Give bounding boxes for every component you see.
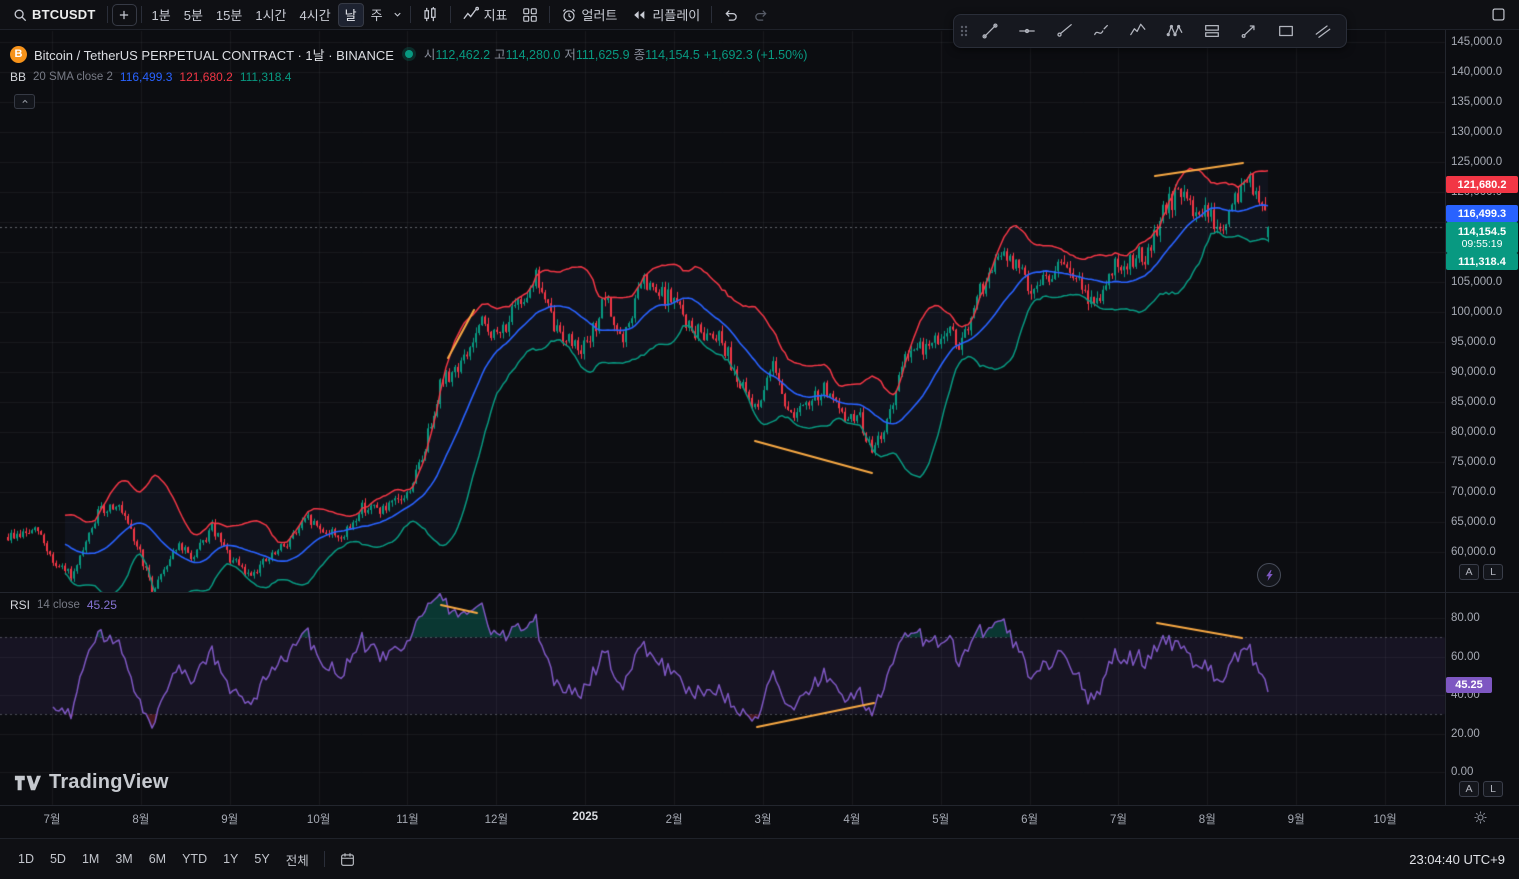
bottom-toolbar: 1D5D1M3M6MYTD1Y5Y전체 23:04:40 UTC+9 — [0, 838, 1519, 879]
gear-icon — [1473, 810, 1488, 825]
toolbar-separator — [711, 6, 712, 23]
range-button-1Y[interactable]: 1Y — [215, 848, 246, 870]
chart-type-button[interactable] — [415, 3, 446, 27]
xabcd-pattern-tool[interactable] — [1157, 17, 1193, 45]
drawing-tools-group — [972, 17, 1341, 45]
rectangle-tool[interactable] — [1268, 17, 1304, 45]
rsi-log-scale-button[interactable]: L — [1483, 781, 1503, 797]
lightning-button[interactable] — [1257, 563, 1281, 587]
elliott-wave-tool[interactable] — [1120, 17, 1156, 45]
compare-add-symbol-button[interactable] — [112, 4, 137, 26]
parallel-channel-tool[interactable] — [1305, 17, 1341, 45]
replay-label: 리플레이 — [652, 5, 700, 24]
bb-indicator-name[interactable]: BB — [10, 70, 26, 84]
pane-separator[interactable] — [0, 592, 1519, 593]
interval-button-1분[interactable]: 1분 — [146, 3, 177, 27]
interval-group: 1분5분15분1시간4시간날주 — [146, 3, 389, 27]
range-button-1D[interactable]: 1D — [10, 848, 42, 870]
calendar-icon — [340, 852, 355, 867]
range-button-YTD[interactable]: YTD — [174, 848, 215, 870]
redo-button[interactable] — [746, 3, 776, 27]
toolbar-separator — [107, 6, 108, 23]
lightning-icon — [1263, 569, 1276, 582]
symbol-search-button[interactable]: BTCUSDT — [6, 3, 103, 27]
range-button-5D[interactable]: 5D — [42, 848, 74, 870]
redo-icon — [753, 7, 769, 23]
range-button-전체[interactable]: 전체 — [278, 846, 317, 873]
toolbar-separator — [549, 6, 550, 23]
interval-button-주[interactable]: 주 — [365, 3, 389, 27]
drag-handle-icon[interactable] — [959, 24, 969, 38]
indicators-label: 지표 — [484, 5, 508, 24]
auto-scale-button[interactable]: A — [1459, 564, 1479, 580]
interval-chevron-button[interactable] — [389, 3, 406, 27]
time-axis-separator — [0, 805, 1519, 806]
range-button-6M[interactable]: 6M — [141, 848, 174, 870]
search-icon — [13, 8, 27, 22]
alarm-clock-icon — [561, 7, 577, 23]
clock[interactable]: 23:04:40 UTC+9 — [1409, 852, 1505, 867]
tradingview-app: BTCUSDT 1분5분15분1시간4시간날주 지표 얼러트 리플레 — [0, 0, 1519, 879]
replay-rewind-icon — [631, 7, 647, 23]
trend-line-tool[interactable] — [972, 17, 1008, 45]
time-axis-settings-button[interactable] — [1473, 810, 1488, 825]
interval-button-날[interactable]: 날 — [338, 3, 364, 27]
fullscreen-button[interactable] — [1484, 3, 1513, 27]
toolbar-separator — [410, 6, 411, 23]
range-button-5Y[interactable]: 5Y — [246, 848, 277, 870]
toolbar-separator — [450, 6, 451, 23]
symbol-title[interactable]: Bitcoin / TetherUS PERPETUAL CONTRACT · … — [34, 45, 394, 64]
chevron-up-icon — [20, 97, 30, 106]
indicators-button[interactable]: 지표 — [455, 3, 515, 27]
range-group: 1D5D1M3M6MYTD1Y5Y전체 — [10, 846, 317, 873]
range-button-3M[interactable]: 3M — [107, 848, 140, 870]
fullscreen-icon — [1491, 7, 1506, 22]
long-position-tool[interactable] — [1194, 17, 1230, 45]
go-to-date-button[interactable] — [332, 848, 363, 871]
replay-button[interactable]: 리플레이 — [624, 3, 707, 27]
ray-tool[interactable] — [1046, 17, 1082, 45]
price-axis-border[interactable] — [1445, 30, 1446, 805]
candlestick-icon — [422, 6, 439, 23]
price-chart-canvas[interactable] — [0, 0, 1519, 879]
log-scale-button[interactable]: L — [1483, 564, 1503, 580]
drawing-toolbar[interactable] — [953, 14, 1347, 48]
alert-button[interactable]: 얼러트 — [554, 3, 625, 27]
undo-button[interactable] — [716, 3, 746, 27]
indicator-chart-icon — [462, 6, 479, 23]
grid-layout-icon — [522, 7, 538, 23]
symbol-label: BTCUSDT — [32, 7, 96, 22]
brush-tool[interactable] — [1083, 17, 1119, 45]
rsi-auto-scale-button[interactable]: A — [1459, 781, 1479, 797]
range-button-1M[interactable]: 1M — [74, 848, 107, 870]
undo-icon — [723, 7, 739, 23]
horizontal-line-tool[interactable] — [1009, 17, 1045, 45]
rsi-indicator-name[interactable]: RSI — [10, 598, 30, 612]
interval-button-1시간[interactable]: 1시간 — [249, 3, 292, 27]
interval-button-15분[interactable]: 15분 — [210, 3, 248, 27]
interval-button-5분[interactable]: 5분 — [178, 3, 209, 27]
toolbar-separator — [141, 6, 142, 23]
alert-label: 얼러트 — [582, 5, 618, 24]
indicator-templates-button[interactable] — [515, 3, 545, 27]
legend-collapse-button[interactable] — [14, 94, 35, 109]
forecast-tool[interactable] — [1231, 17, 1267, 45]
toolbar-separator — [324, 851, 325, 867]
plus-icon — [118, 9, 130, 21]
interval-button-4시간[interactable]: 4시간 — [294, 3, 337, 27]
chevron-down-icon — [392, 9, 403, 20]
